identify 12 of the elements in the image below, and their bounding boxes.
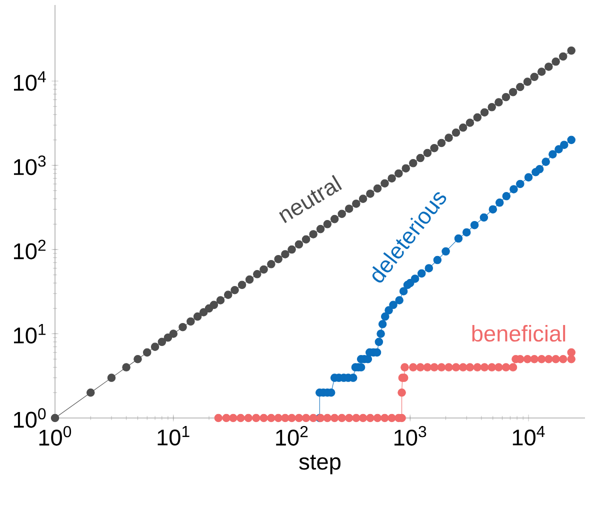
x-tick-label: 10$^{3}$ [394,426,426,446]
y-tick-label: 10$^{2}$ [14,240,46,260]
y-tick-label: 10$^{0}$ [14,408,46,428]
x-tick-label: 10$^{2}$ [276,426,308,446]
x-tick-label: 10$^{4}$ [512,426,545,446]
x-axis-title: step [299,454,340,474]
series-label: beneficial [472,325,566,342]
y-tick-label: 10$^{3}$ [14,155,46,176]
x-tick-label: 10$^{0}$ [39,426,72,446]
x-tick-label: 10$^{1}$ [158,426,190,446]
y-tick-label: 10$^{4}$ [14,71,46,91]
y-tick-label: 10$^{1}$ [14,324,46,344]
